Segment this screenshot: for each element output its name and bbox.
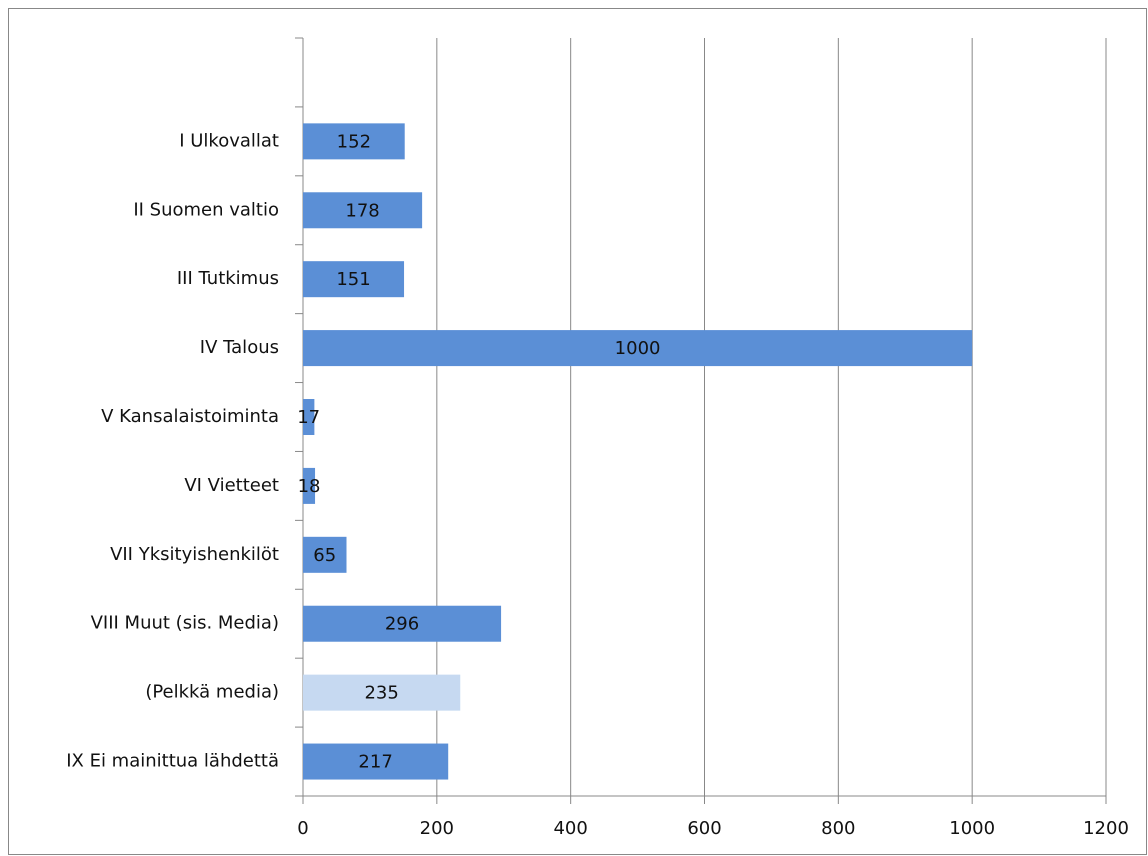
y-tick-label: IV Talous	[200, 337, 279, 358]
y-tick-label: (Pelkkä media)	[145, 682, 279, 703]
y-tick-label: V Kansalaistoiminta	[101, 406, 279, 427]
bar	[303, 399, 315, 435]
bar	[303, 192, 423, 229]
y-tick-label: II Suomen valtio	[133, 199, 279, 220]
x-tick-label: 800	[821, 818, 855, 839]
value-label: 17	[297, 407, 320, 428]
bar	[303, 605, 502, 642]
value-label: 296	[385, 614, 419, 635]
y-tick-label: VIII Muut (sis. Media)	[91, 613, 279, 634]
y-tick-label: IX Ei mainittua lähdettä	[66, 751, 279, 772]
bar	[303, 123, 405, 160]
value-label: 235	[364, 683, 398, 704]
value-label: 151	[336, 269, 370, 290]
x-tick-label: 400	[553, 818, 587, 839]
bar	[303, 261, 405, 298]
bar	[303, 743, 449, 780]
bar	[303, 674, 461, 711]
bar	[303, 467, 316, 504]
value-label: 178	[345, 200, 379, 221]
y-tick-label: VII Yksityishenkilöt	[110, 544, 279, 565]
y-tick-label: I Ulkovallat	[179, 130, 279, 151]
value-label: 1000	[615, 338, 661, 359]
x-tick-label: 200	[420, 818, 454, 839]
x-tick-label: 1000	[949, 818, 995, 839]
x-tick-label: 600	[687, 818, 721, 839]
value-label: 152	[337, 131, 371, 152]
value-label: 65	[313, 545, 336, 566]
chart-frame	[8, 8, 1147, 855]
y-tick-label: III Tutkimus	[177, 268, 279, 289]
bar	[303, 330, 973, 367]
value-label: 18	[298, 476, 321, 497]
x-tick-label: 1200	[1083, 818, 1129, 839]
value-label: 217	[358, 752, 392, 773]
x-tick-label: 0	[297, 818, 308, 839]
bar	[303, 536, 347, 573]
y-tick-label: VI Vietteet	[184, 475, 279, 496]
